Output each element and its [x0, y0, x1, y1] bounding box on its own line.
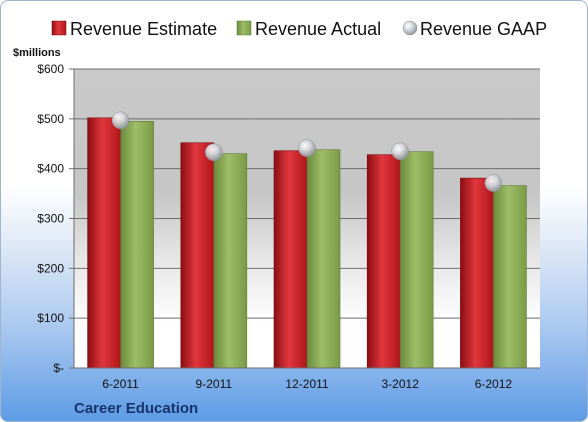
x-tick-label: 12-2011: [285, 377, 328, 391]
marker-revenue-gaap: [205, 143, 223, 161]
y-unit-label: $millions: [13, 47, 61, 59]
bar-revenue-actual: [213, 153, 248, 369]
marker-revenue-gaap: [484, 174, 503, 192]
marker-revenue-gaap: [111, 111, 130, 130]
legend-label-gaap: Revenue GAAP: [420, 19, 547, 39]
legend-label-actual: Revenue Actual: [255, 19, 381, 39]
marker-revenue-gaap: [298, 139, 316, 157]
bar-revenue-actual: [399, 151, 434, 369]
x-tick-label: 3-2012: [382, 377, 420, 391]
x-tick-label: 6-2011: [102, 377, 139, 391]
y-tick-label: $300: [37, 212, 64, 226]
y-tick-label: $200: [37, 261, 64, 275]
axes: $600 $500 $400 $300 $200 $100 $- 6-2011 9-2011 12…: [37, 62, 540, 391]
bar-revenue-estimate: [366, 154, 401, 369]
marker-revenue-gaap: [391, 142, 409, 160]
x-tick-label: 6-2012: [475, 377, 513, 391]
legend-swatch-actual: [236, 20, 252, 36]
bar-revenue-actual: [306, 149, 341, 369]
y-tick-label: $500: [37, 112, 64, 126]
legend-swatch-estimate: [51, 20, 67, 36]
bar-revenue-estimate: [180, 142, 215, 369]
bar-revenue-actual: [493, 185, 527, 369]
bar-revenue-estimate: [273, 150, 308, 369]
company-name: Career Education: [74, 400, 198, 417]
bar-revenue-estimate: [460, 177, 494, 369]
bar-revenue-estimate: [87, 117, 121, 369]
legend: Revenue Estimate Revenue Actual Revenue …: [51, 19, 547, 39]
x-tick-label: 9-2011: [196, 377, 233, 391]
y-tick-label: $400: [37, 162, 64, 176]
legend-swatch-gaap: [402, 20, 418, 36]
legend-label-estimate: Revenue Estimate: [70, 19, 217, 39]
y-tick-label: $-: [53, 361, 64, 375]
y-tick-label: $100: [37, 311, 64, 325]
gaap-markers: [111, 111, 503, 192]
y-tick-label: $600: [37, 62, 64, 76]
bar-revenue-actual: [120, 121, 154, 369]
